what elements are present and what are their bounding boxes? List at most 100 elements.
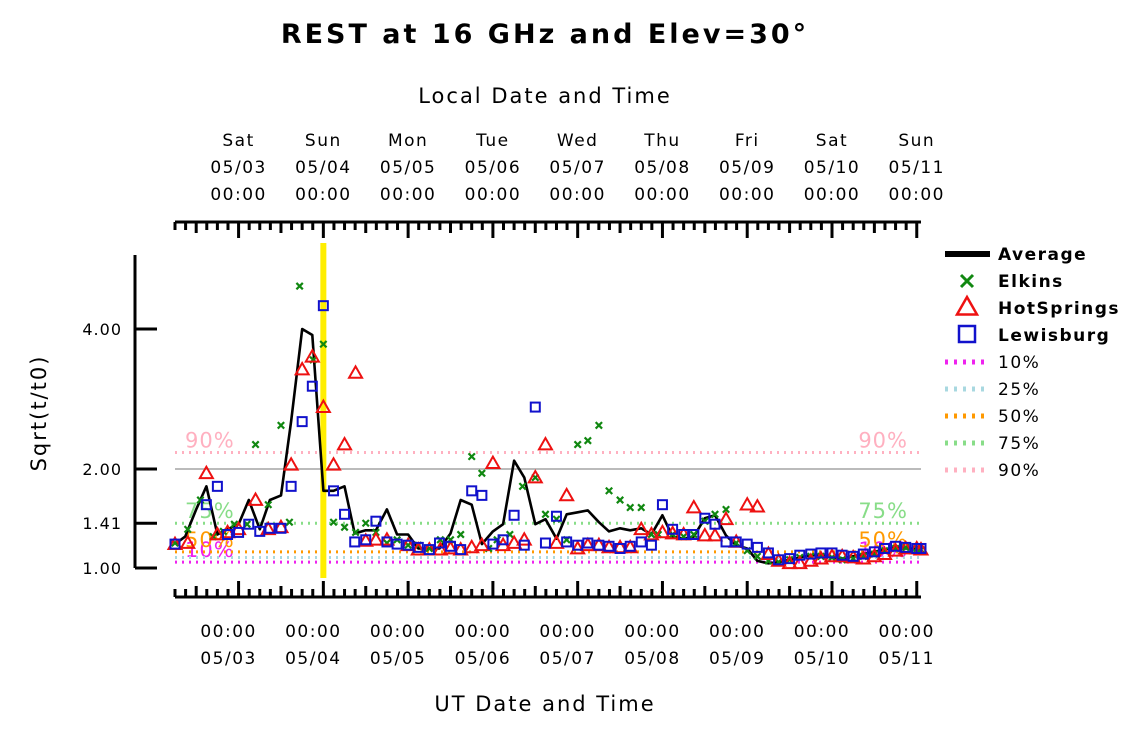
bottom-tick-time: 00:00 — [879, 622, 936, 642]
hotsprings-point — [484, 454, 502, 470]
hotsprings-point — [664, 524, 681, 540]
bottom-tick-date: 05/08 — [624, 649, 681, 669]
lewisburg-point — [402, 539, 414, 551]
top-tick-date: 05/11 — [889, 158, 946, 178]
hotsprings-point — [247, 491, 264, 506]
top-tick-time: 00:00 — [465, 185, 522, 205]
legend-label: 90% — [998, 461, 1040, 481]
lewisburg-point — [539, 537, 551, 549]
lewisburg-point — [794, 549, 806, 561]
lewisburg-point — [200, 499, 212, 511]
top-tick-date: 05/04 — [295, 158, 352, 178]
chart-title: REST at 16 GHz and Elev=30° — [281, 19, 809, 50]
top-tick-time: 00:00 — [295, 185, 352, 205]
top-tick-time: 00:00 — [804, 185, 861, 205]
y-tick-label: 1.41 — [82, 514, 122, 533]
lewisburg-point — [624, 540, 636, 552]
lewisburg-point — [762, 547, 774, 559]
lewisburg-point — [868, 546, 880, 558]
bottom-tick-date: 05/10 — [794, 649, 851, 669]
top-tick-time: 00:00 — [634, 185, 691, 205]
series-hotsprings — [166, 348, 930, 570]
lewisburg-point — [328, 485, 340, 497]
lewisburg-point — [635, 536, 647, 548]
top-tick-weekday: Wed — [557, 131, 599, 151]
elkins-point — [183, 525, 192, 534]
bottom-tick-time: 00:00 — [794, 622, 851, 642]
lewisburg-point — [784, 553, 796, 565]
bottom-tick-time: 00:00 — [285, 622, 342, 642]
percentile-label: 90% — [858, 429, 908, 453]
elkins-point — [637, 503, 646, 512]
elkins-point — [276, 421, 285, 430]
top-tick-time: 00:00 — [549, 185, 606, 205]
lewisburg-point — [391, 538, 403, 550]
legend-item-pct: 10% — [945, 353, 1040, 373]
hotsprings-point — [685, 499, 703, 514]
lewisburg-point — [466, 485, 478, 497]
lewisburg-point — [317, 300, 329, 312]
x-axis-label: UT Date and Time — [434, 692, 655, 716]
legend-x-symbol — [959, 273, 975, 289]
legend-label: Lewisburg — [998, 326, 1110, 346]
elkins-point — [340, 523, 349, 532]
lewisburg-point — [264, 522, 276, 534]
lewisburg-point — [518, 539, 530, 551]
top-tick-date: 05/06 — [465, 158, 522, 178]
hotsprings-point — [516, 531, 533, 546]
top-tick-date: 05/05 — [380, 158, 437, 178]
lewisburg-point — [890, 540, 902, 552]
lewisburg-point — [847, 550, 859, 562]
elkins-point — [594, 421, 603, 430]
lewisburg-point — [614, 542, 626, 554]
elkins-point — [456, 530, 465, 539]
lewisburg-point — [445, 540, 457, 552]
lewisburg-point — [349, 536, 361, 548]
top-axis-label: Local Date and Time — [418, 84, 672, 108]
hotsprings-point — [897, 539, 914, 555]
hotsprings-point — [367, 531, 385, 546]
legend-item-pct: 90% — [945, 461, 1040, 481]
legend-item-hotsprings: HotSprings — [954, 294, 1120, 319]
elkins-point — [711, 510, 719, 519]
lewisburg-point — [275, 522, 287, 534]
elkins-point — [329, 518, 338, 527]
hotsprings-point — [706, 527, 724, 542]
top-tick-time: 00:00 — [889, 185, 946, 205]
lewisburg-point — [593, 539, 605, 551]
legend-item-elkins: Elkins — [959, 272, 1062, 292]
elkins-point — [689, 530, 698, 539]
hotsprings-point — [304, 348, 321, 363]
bottom-tick-time: 00:00 — [370, 622, 427, 642]
hotsprings-point — [760, 545, 777, 560]
top-tick-weekday: Mon — [388, 131, 428, 151]
hotsprings-point — [463, 538, 480, 554]
top-tick-date: 05/08 — [634, 158, 691, 178]
elkins-point — [605, 486, 614, 495]
elkins-point — [583, 436, 592, 445]
top-tick-time: 00:00 — [210, 185, 267, 205]
top-tick-time: 00:00 — [719, 185, 776, 205]
elkins-point — [626, 503, 635, 512]
hotsprings-point — [791, 554, 808, 570]
top-tick-weekday: Sat — [816, 131, 848, 151]
lewisburg-point — [360, 534, 372, 546]
hotsprings-point — [823, 547, 841, 563]
lewisburg-point — [805, 548, 817, 560]
elkins-point — [251, 440, 260, 449]
legend-label: HotSprings — [998, 299, 1120, 319]
hotsprings-point — [378, 531, 396, 546]
top-tick-date: 05/07 — [549, 158, 606, 178]
lewisburg-point — [243, 518, 255, 530]
lewisburg-point — [233, 526, 245, 538]
elkins-point — [541, 510, 550, 519]
bottom-tick-date: 05/07 — [539, 649, 596, 669]
legend-label: 10% — [998, 353, 1040, 373]
elkins-point — [722, 505, 731, 514]
hotsprings-point — [179, 534, 196, 549]
lewisburg-point — [879, 542, 891, 554]
bottom-tick-time: 00:00 — [455, 622, 512, 642]
hotsprings-point — [802, 552, 820, 567]
hotsprings-point — [548, 534, 565, 549]
